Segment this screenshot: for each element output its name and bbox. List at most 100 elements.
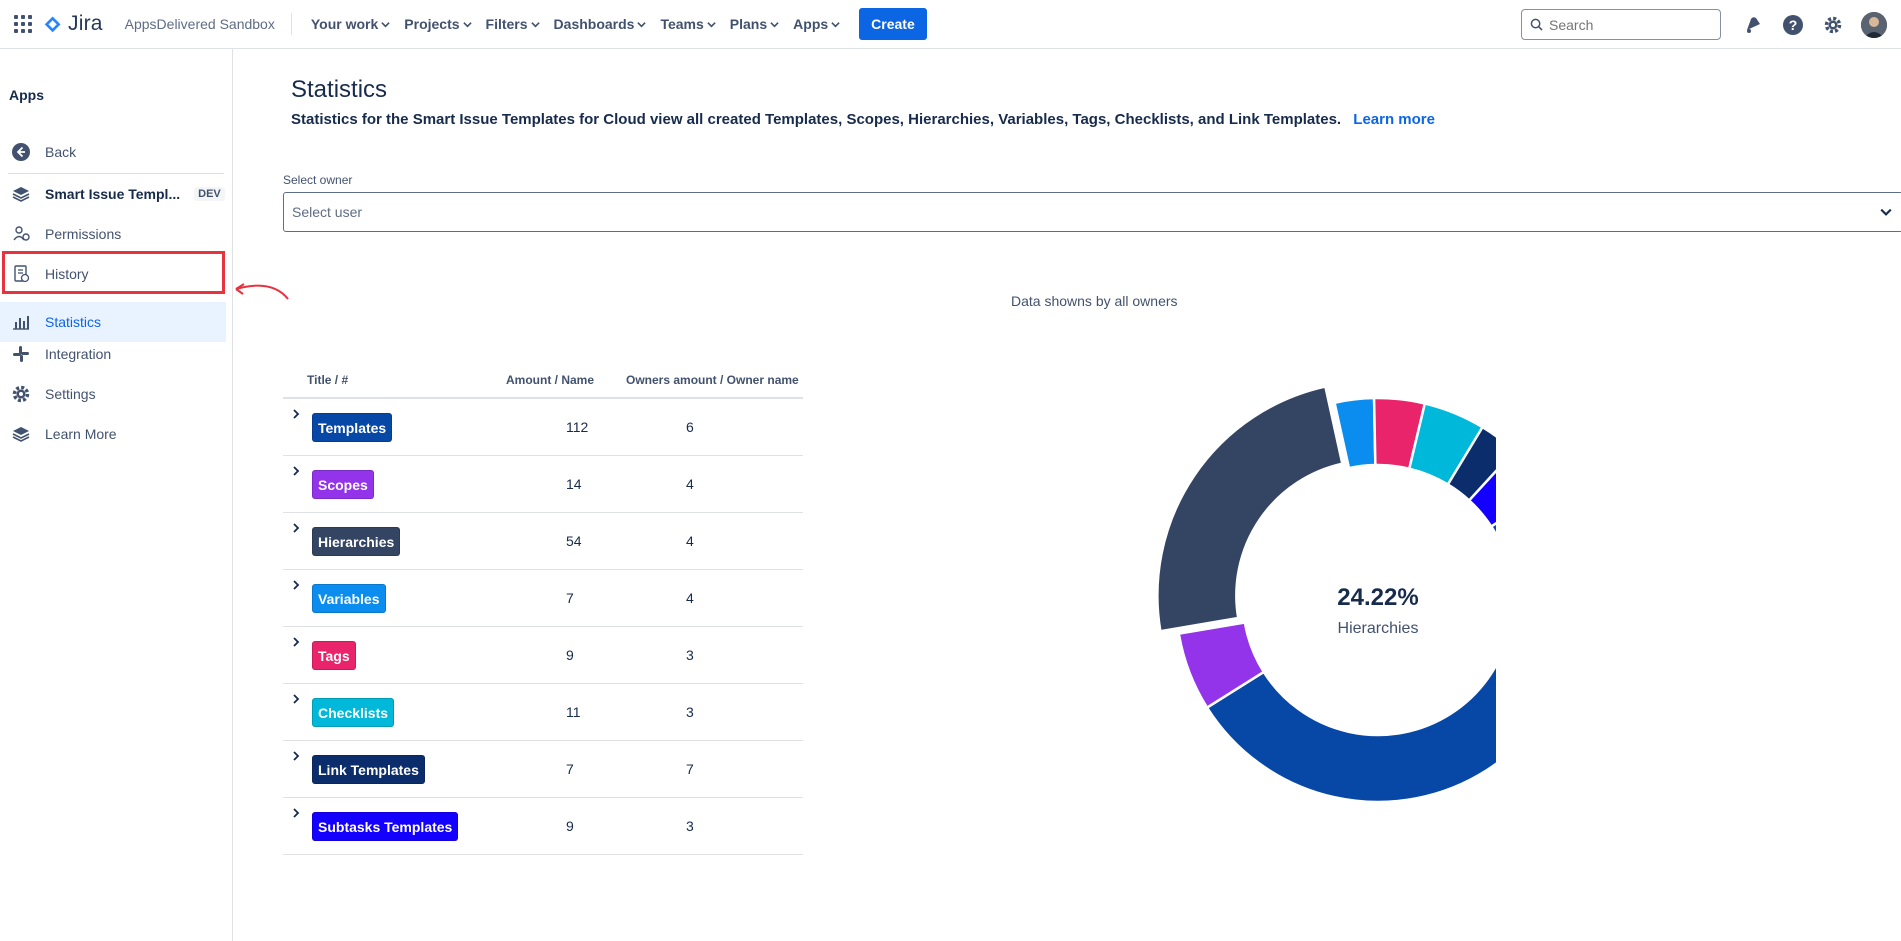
nav-apps[interactable]: Apps bbox=[793, 16, 840, 32]
owner-select-label: Select owner bbox=[283, 173, 353, 187]
statistics-chart-icon bbox=[10, 311, 32, 333]
expand-chevron-icon[interactable] bbox=[291, 580, 301, 590]
create-button[interactable]: Create bbox=[859, 8, 927, 40]
settings-gear-icon bbox=[10, 383, 32, 405]
dev-badge: DEV bbox=[194, 187, 225, 201]
row-owners: 4 bbox=[686, 476, 694, 492]
sidebar-item-integration[interactable]: Integration bbox=[0, 335, 226, 373]
sidebar-item-back[interactable]: Back bbox=[0, 133, 226, 171]
chevron-down-icon bbox=[530, 21, 540, 27]
expand-chevron-icon[interactable] bbox=[291, 751, 301, 761]
nav-your-work[interactable]: Your work bbox=[311, 16, 390, 32]
back-arrow-icon bbox=[10, 141, 32, 163]
table-row[interactable]: Hierarchies 54 4 bbox=[283, 513, 803, 570]
table-body: Templates 112 6 Scopes 14 4 Hierarchies 54 4 Vari… bbox=[283, 399, 803, 855]
row-amount: 14 bbox=[566, 476, 582, 492]
row-owners: 4 bbox=[686, 590, 694, 606]
settings-gear-icon[interactable] bbox=[1821, 13, 1845, 37]
app-switcher-icon[interactable] bbox=[14, 15, 32, 33]
row-owners: 3 bbox=[686, 647, 694, 663]
user-avatar[interactable] bbox=[1861, 11, 1887, 38]
donut-chart bbox=[1156, 385, 1496, 804]
donut-slice-templates[interactable] bbox=[1205, 490, 1496, 804]
expand-chevron-icon[interactable] bbox=[291, 808, 301, 818]
notifications-icon[interactable] bbox=[1741, 13, 1765, 37]
topbar-right-tools: ? bbox=[1521, 0, 1901, 49]
row-title-tag: Checklists bbox=[312, 698, 395, 727]
expand-chevron-icon[interactable] bbox=[291, 694, 301, 704]
sidebar-app-name: Smart Issue Templ... bbox=[45, 186, 181, 202]
sidebar-item-history[interactable]: History bbox=[0, 255, 226, 293]
expand-chevron-icon[interactable] bbox=[291, 523, 301, 533]
learn-more-link[interactable]: Learn more bbox=[1353, 111, 1435, 128]
page-description: Statistics for the Smart Issue Templates… bbox=[291, 111, 1435, 128]
row-owners: 3 bbox=[686, 704, 694, 720]
donut-slice-hierarchies[interactable] bbox=[1156, 385, 1344, 633]
expand-chevron-icon[interactable] bbox=[291, 409, 301, 419]
help-icon[interactable]: ? bbox=[1781, 13, 1805, 37]
donut-slice-scopes[interactable] bbox=[1177, 621, 1266, 710]
header-amount: Amount / Name bbox=[506, 373, 595, 387]
sidebar-heading: Apps bbox=[9, 87, 44, 103]
jira-logo[interactable]: Jira bbox=[44, 12, 103, 36]
row-owners: 6 bbox=[686, 419, 694, 435]
primary-nav: Your work Projects Filters Dashboards Te… bbox=[304, 16, 847, 32]
app-layers-icon bbox=[10, 183, 32, 205]
row-title-tag: Link Templates bbox=[312, 755, 425, 784]
chevron-down-icon bbox=[770, 21, 779, 27]
sidebar-divider bbox=[8, 173, 224, 174]
row-amount: 11 bbox=[566, 704, 581, 720]
sidebar: Apps Back Smart Issue Templ... DEV Permi… bbox=[0, 49, 233, 941]
sidebar-item-statistics[interactable]: Statistics bbox=[0, 302, 226, 342]
sidebar-item-app[interactable]: Smart Issue Templ... DEV bbox=[0, 175, 226, 213]
donut-slice-subtasks-templates[interactable] bbox=[1467, 451, 1496, 529]
row-title-tag: Hierarchies bbox=[312, 527, 401, 556]
site-name[interactable]: AppsDelivered Sandbox bbox=[125, 13, 292, 35]
table-row[interactable]: Checklists 11 3 bbox=[283, 684, 803, 741]
row-amount: 9 bbox=[566, 818, 574, 834]
table-row[interactable]: Tags 9 3 bbox=[283, 627, 803, 684]
chevron-down-icon bbox=[707, 21, 716, 27]
chevron-down-icon bbox=[637, 21, 647, 27]
jira-logo-icon bbox=[44, 16, 61, 33]
product-name: Jira bbox=[68, 12, 103, 35]
row-owners: 7 bbox=[686, 761, 694, 777]
svg-text:?: ? bbox=[1789, 17, 1798, 33]
expand-chevron-icon[interactable] bbox=[291, 637, 301, 647]
expand-chevron-icon[interactable] bbox=[291, 466, 301, 476]
sidebar-item-permissions[interactable]: Permissions bbox=[0, 215, 226, 253]
row-owners: 4 bbox=[686, 533, 694, 549]
search-input[interactable] bbox=[1549, 16, 1709, 33]
donut-center-label: Hierarchies bbox=[1337, 620, 1419, 637]
table-row[interactable]: Subtasks Templates 9 3 bbox=[283, 798, 803, 855]
history-icon bbox=[10, 263, 32, 285]
search-icon bbox=[1530, 18, 1543, 31]
row-amount: 9 bbox=[566, 647, 574, 663]
annotation-arrow-icon bbox=[235, 283, 289, 300]
donut-center-percent: 24.22% bbox=[1337, 584, 1419, 611]
row-amount: 7 bbox=[566, 590, 574, 606]
integration-slack-icon bbox=[10, 343, 32, 365]
chevron-down-icon bbox=[1880, 208, 1892, 216]
header-title: Title / # bbox=[307, 373, 349, 387]
nav-dashboards[interactable]: Dashboards bbox=[554, 16, 647, 32]
row-title-tag: Subtasks Templates bbox=[312, 812, 459, 841]
row-amount: 7 bbox=[566, 761, 574, 777]
nav-plans[interactable]: Plans bbox=[730, 16, 779, 32]
search-box[interactable] bbox=[1521, 9, 1721, 40]
main-content: Statistics Statistics for the Smart Issu… bbox=[234, 49, 1901, 941]
chevron-down-icon bbox=[381, 21, 390, 27]
chevron-down-icon bbox=[462, 21, 472, 27]
table-row[interactable]: Variables 7 4 bbox=[283, 570, 803, 627]
owner-select[interactable]: Select user bbox=[283, 192, 1901, 232]
nav-teams[interactable]: Teams bbox=[660, 16, 716, 32]
learn-more-layers-icon bbox=[10, 423, 32, 445]
table-row[interactable]: Templates 112 6 bbox=[283, 399, 803, 456]
nav-projects[interactable]: Projects bbox=[404, 16, 472, 32]
sidebar-item-settings[interactable]: Settings bbox=[0, 375, 226, 413]
sidebar-item-learn-more[interactable]: Learn More bbox=[0, 415, 226, 453]
table-row[interactable]: Link Templates 7 7 bbox=[283, 741, 803, 798]
owner-select-placeholder: Select user bbox=[292, 204, 363, 220]
table-row[interactable]: Scopes 14 4 bbox=[283, 456, 803, 513]
nav-filters[interactable]: Filters bbox=[486, 16, 540, 32]
